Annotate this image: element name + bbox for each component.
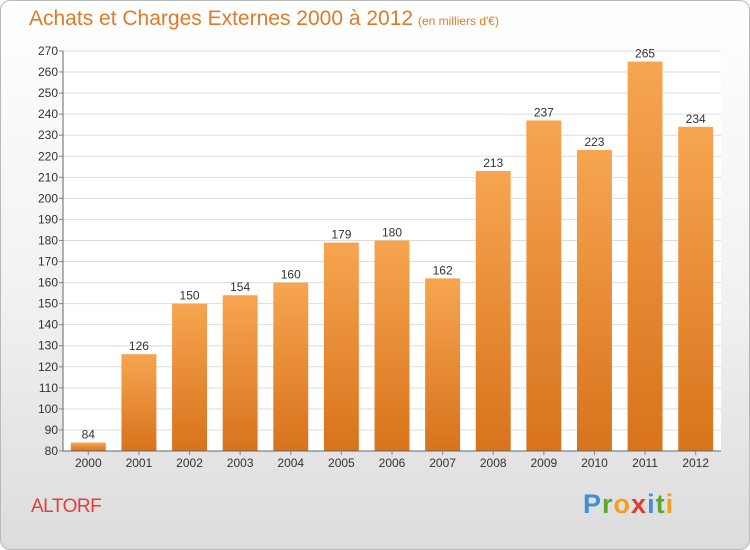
bar-value-label: 84 <box>82 428 96 442</box>
bar <box>475 171 511 451</box>
y-tick-label: 150 <box>38 297 58 311</box>
bar-value-label: 223 <box>584 135 604 149</box>
y-tick-label: 80 <box>45 444 59 458</box>
y-tick-label: 230 <box>38 128 58 142</box>
y-tick-label: 190 <box>38 212 58 226</box>
bar-value-label: 154 <box>230 280 250 294</box>
chart-title: Achats et Charges Externes 2000 à 2012 <box>29 7 414 30</box>
proxiti-logo[interactable]: Proxiti <box>583 489 674 520</box>
bar-value-label: 162 <box>433 263 453 277</box>
x-tick-label: 2006 <box>379 456 406 470</box>
bar <box>222 295 258 451</box>
y-tick-label: 90 <box>45 423 59 437</box>
bar <box>121 354 157 451</box>
bar <box>70 442 106 451</box>
bar <box>678 126 714 451</box>
y-tick-label: 170 <box>38 255 58 269</box>
x-tick-label: 2000 <box>75 456 102 470</box>
x-tick-label: 2011 <box>632 456 658 470</box>
bar-value-label: 265 <box>635 47 655 61</box>
y-tick-label: 140 <box>38 318 58 332</box>
logo-letter: r <box>602 489 614 519</box>
y-tick-label: 120 <box>38 360 58 374</box>
town-name: ALTORF <box>31 496 102 517</box>
bar-value-label: 179 <box>331 228 351 242</box>
x-tick-label: 2005 <box>328 456 355 470</box>
x-tick-label: 2004 <box>277 456 304 470</box>
bar-value-label: 150 <box>180 289 200 303</box>
y-tick-label: 200 <box>38 191 58 205</box>
y-tick-label: 260 <box>38 65 58 79</box>
x-tick-label: 2003 <box>227 456 254 470</box>
logo-letter: i <box>647 489 656 519</box>
logo-letter: i <box>665 489 675 519</box>
logo-letter: t <box>655 489 666 519</box>
bar <box>172 303 208 451</box>
bar <box>576 149 612 451</box>
logo-letter: x <box>631 489 648 519</box>
y-tick-label: 270 <box>38 44 58 58</box>
x-tick-label: 2009 <box>530 456 557 470</box>
bar-value-label: 160 <box>281 268 301 282</box>
x-tick-label: 2002 <box>176 456 203 470</box>
chart-unit-note: (en milliers d'€) <box>418 14 499 28</box>
y-tick-label: 180 <box>38 233 58 247</box>
logo-letter: o <box>613 489 632 519</box>
x-tick-label: 2001 <box>126 456 153 470</box>
y-tick-label: 110 <box>39 381 58 395</box>
x-tick-label: 2012 <box>682 456 709 470</box>
y-tick-label: 130 <box>38 339 58 353</box>
y-tick-label: 240 <box>38 107 58 121</box>
bar-value-label: 213 <box>483 156 503 170</box>
bar-value-label: 180 <box>382 225 402 239</box>
x-tick-label: 2007 <box>429 456 456 470</box>
bar-value-label: 126 <box>129 339 149 353</box>
bar <box>273 282 309 451</box>
y-tick-label: 250 <box>38 86 58 100</box>
bar <box>425 278 461 451</box>
bar <box>526 120 562 451</box>
x-tick-label: 2010 <box>581 456 608 470</box>
bar <box>323 242 359 451</box>
y-tick-label: 160 <box>38 276 58 290</box>
y-tick-label: 100 <box>38 402 58 416</box>
bar <box>374 240 410 451</box>
y-tick-label: 210 <box>38 170 58 184</box>
logo-letter: P <box>583 489 603 519</box>
y-tick-label: 220 <box>38 149 58 163</box>
bar-value-label: 237 <box>534 105 554 119</box>
bar <box>627 61 663 452</box>
bar-value-label: 234 <box>686 112 706 126</box>
x-tick-label: 2008 <box>480 456 507 470</box>
